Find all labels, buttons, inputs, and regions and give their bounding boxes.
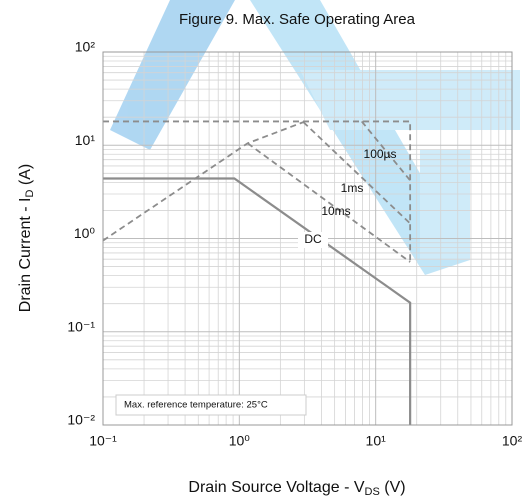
x-tick-label: 10⁻¹ — [89, 433, 117, 449]
y-tick-label: 10⁰ — [74, 225, 96, 241]
series-label: 10ms — [321, 204, 350, 218]
y-tick-label: 10² — [75, 39, 96, 55]
annotation: Max. reference temperature: 25°C — [124, 400, 268, 411]
y-tick-label: 10⁻¹ — [67, 318, 95, 334]
series-line — [247, 142, 411, 263]
y-axis-label-unit: (A) — [17, 164, 34, 190]
x-axis-label-text: Drain Source Voltage - V — [188, 479, 364, 496]
x-tick-label: 10² — [502, 433, 522, 449]
grid — [102, 51, 513, 426]
x-tick-label: 10¹ — [366, 433, 387, 449]
series-line — [302, 121, 411, 225]
x-axis-label-sub: DS — [365, 486, 380, 498]
x-axis-label: Drain Source Voltage - VDS (V) — [188, 479, 405, 498]
series-label: DC — [304, 232, 322, 246]
y-tick-label: 10⁻² — [67, 412, 95, 428]
series-label: 100µs — [364, 147, 397, 161]
series-line — [103, 120, 412, 262]
y-axis-label-text: Drain Current - I — [17, 198, 34, 313]
y-axis-label: Drain Current - ID (A) — [17, 164, 36, 312]
chart-title: Figure 9. Max. Safe Operating Area — [179, 11, 416, 28]
label-bg — [298, 232, 328, 248]
x-tick-label: 10⁰ — [229, 433, 251, 449]
plot-frame — [102, 51, 513, 426]
series-line — [361, 120, 411, 181]
y-axis-label-sub: D — [24, 190, 36, 198]
series-line — [103, 177, 412, 425]
x-axis-label-unit: (V) — [380, 479, 406, 496]
series-label: 1ms — [341, 181, 364, 195]
y-tick-label: 10¹ — [75, 132, 96, 148]
annotation-box — [115, 394, 307, 416]
